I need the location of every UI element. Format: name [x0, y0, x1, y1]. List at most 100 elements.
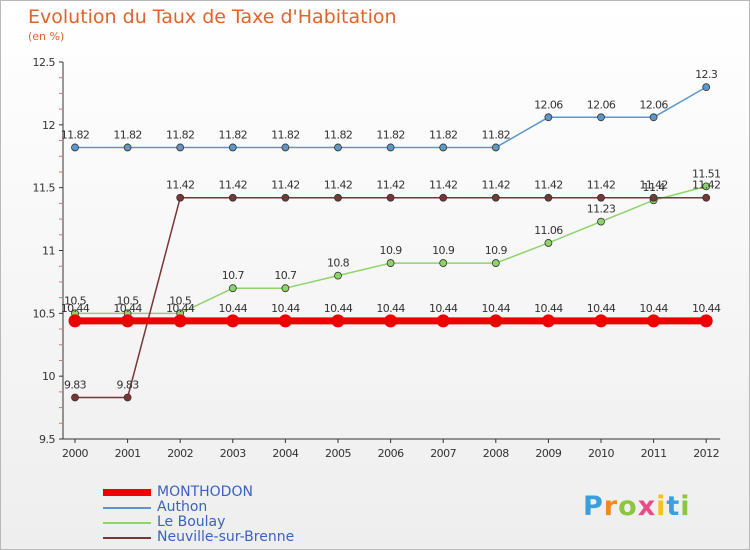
- data-label: 11.42: [639, 179, 668, 192]
- legend-item: MONTHODON: [103, 485, 294, 500]
- data-point: [281, 284, 290, 293]
- data-point: [702, 182, 711, 191]
- chart-subtitle: (en %): [28, 30, 65, 43]
- data-label: 11.82: [324, 128, 353, 141]
- data-point: [71, 143, 79, 152]
- data-point: [702, 83, 711, 92]
- y-tick-label: 10.5: [33, 307, 56, 320]
- data-label: 11.23: [587, 203, 616, 216]
- data-point: [68, 314, 82, 328]
- data-label: 11.42: [166, 179, 195, 192]
- data-label: 10.9: [380, 244, 403, 257]
- data-point: [121, 314, 135, 328]
- data-point: [228, 284, 237, 293]
- data-point: [491, 143, 500, 152]
- x-tick-label: 2009: [535, 447, 561, 460]
- chart-title: Evolution du Taux de Taxe d'Habitation: [28, 6, 397, 28]
- data-point: [489, 314, 503, 328]
- legend-item: Neuville-sur-Brenne: [103, 530, 294, 545]
- data-label: 11.42: [587, 179, 616, 192]
- data-point: [597, 193, 605, 202]
- data-label: 10.44: [692, 302, 721, 315]
- data-point: [386, 143, 395, 152]
- data-label: 11.42: [429, 179, 458, 192]
- data-label: 9.83: [64, 379, 87, 392]
- legend-label: Neuville-sur-Brenne: [157, 529, 295, 545]
- data-label: 11.82: [376, 128, 405, 141]
- logo-letter: i: [680, 491, 691, 522]
- data-label: 12.3: [695, 68, 718, 81]
- data-point: [334, 143, 342, 152]
- data-label: 10.44: [376, 302, 405, 315]
- data-label: 11.42: [271, 179, 300, 192]
- data-label: 11.82: [482, 128, 511, 141]
- data-point: [544, 193, 553, 202]
- legend-swatch: [103, 489, 151, 496]
- data-point: [541, 314, 555, 328]
- data-point: [544, 113, 553, 122]
- data-label: 10.44: [639, 302, 668, 315]
- x-tick-label: 2010: [588, 447, 614, 460]
- data-label: 11.4: [643, 181, 666, 194]
- legend-label: Authon: [157, 499, 208, 515]
- data-label: 10.44: [324, 302, 353, 315]
- legend-swatch: [103, 506, 151, 509]
- data-label: 12.06: [587, 98, 616, 111]
- data-point: [281, 143, 290, 152]
- legend-label: Le Boulay: [157, 514, 226, 530]
- data-label: 11.42: [324, 179, 353, 192]
- x-tick-label: 2004: [272, 447, 298, 460]
- proxiti-logo: Proxiti: [583, 491, 691, 522]
- data-point: [176, 143, 185, 152]
- logo-letter: r: [603, 491, 619, 522]
- data-point: [597, 113, 605, 122]
- data-point: [702, 193, 711, 202]
- data-label: 11.82: [166, 128, 195, 141]
- axes: 9.5 10 10.5 11 11.5 12 12.5 2000 2001 2002 2003 200…: [33, 56, 721, 460]
- x-tick-label: 2011: [641, 447, 667, 460]
- legend-label: MONTHODON: [157, 484, 253, 500]
- data-point: [173, 314, 187, 328]
- data-point: [597, 217, 605, 226]
- data-label: 11.42: [534, 179, 563, 192]
- data-label: 11.82: [219, 128, 248, 141]
- x-tick-label: 2002: [167, 447, 193, 460]
- data-label: 11.82: [61, 128, 90, 141]
- data-label: 11.82: [113, 128, 142, 141]
- data-label: 11.82: [429, 128, 458, 141]
- data-point: [228, 143, 237, 152]
- legend-swatch: [103, 536, 151, 539]
- data-point: [491, 259, 500, 267]
- data-label: 10.44: [113, 302, 142, 315]
- legend-swatch: [103, 521, 151, 524]
- data-point: [331, 314, 345, 328]
- data-point: [699, 314, 713, 328]
- data-label: 10.44: [482, 302, 511, 315]
- data-label: 10.44: [271, 302, 300, 315]
- data-label: 11.42: [219, 179, 248, 192]
- data-label: 11.42: [692, 179, 721, 192]
- y-tick-label: 10: [42, 370, 55, 383]
- x-tick-label: 2006: [378, 447, 404, 460]
- data-label: 11.06: [534, 224, 563, 237]
- data-point: [386, 259, 395, 267]
- logo-letter: o: [618, 491, 638, 522]
- data-label: 9.83: [117, 379, 140, 392]
- x-tick-label: 2007: [430, 447, 456, 460]
- data-point: [228, 193, 237, 202]
- logo-letter: t: [666, 491, 681, 522]
- data-point: [439, 143, 448, 152]
- x-tick-label: 2005: [325, 447, 351, 460]
- data-point: [176, 193, 185, 202]
- data-label: 11.42: [482, 179, 511, 192]
- data-label: 11.51: [692, 167, 721, 180]
- data-point: [439, 193, 448, 202]
- data-label: 10.44: [166, 302, 195, 315]
- data-label: 10.9: [485, 244, 508, 257]
- data-point: [649, 113, 658, 122]
- x-tick-label: 2001: [115, 447, 141, 460]
- data-point: [491, 193, 500, 202]
- x-tick-label: 2003: [220, 447, 246, 460]
